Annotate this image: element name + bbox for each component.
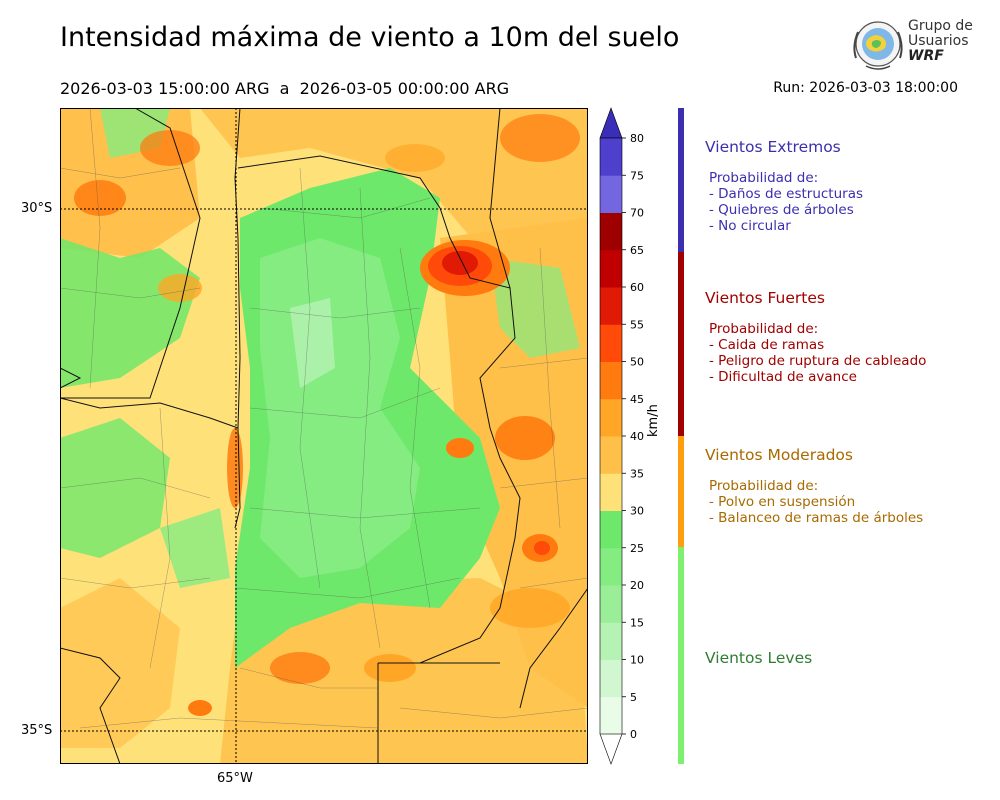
lat-label-35s: 35°S bbox=[21, 723, 53, 738]
category-title: Vientos Fuertes bbox=[705, 289, 825, 307]
run-timestamp: Run: 2026-03-03 18:00:00 bbox=[773, 80, 958, 96]
category-item: - Peligro de ruptura de cableado bbox=[709, 353, 927, 369]
colorbar-tick-label: 70 bbox=[630, 207, 644, 220]
colorbar-tick-label: 35 bbox=[630, 467, 644, 480]
category-moderate: Vientos Moderados Probabilidad de: - Pol… bbox=[705, 446, 995, 526]
category-heading: Probabilidad de: bbox=[709, 321, 819, 337]
colorbar-tick-label: 50 bbox=[630, 356, 644, 369]
colorbar-segment bbox=[600, 398, 622, 437]
category-description: Probabilidad de: - Daños de estructuras … bbox=[705, 170, 995, 234]
category-title: Vientos Leves bbox=[705, 649, 813, 667]
wind-speed-colorbar: 0 5 10 15 20 25 30 35 40 45 50 55 60 65 70 75 80 bbox=[599, 107, 644, 765]
map-title: Intensidad máxima de viento a 10m del su… bbox=[60, 22, 680, 53]
category-bar-moderate bbox=[678, 436, 684, 547]
colorbar-tick-label: 0 bbox=[630, 728, 637, 741]
colorbar-tick-label: 10 bbox=[630, 654, 644, 667]
colorbar-segment bbox=[600, 585, 622, 623]
colorbar-segment bbox=[600, 212, 622, 251]
colorbar-tick-label: 40 bbox=[630, 430, 644, 443]
colorbar-tick-label: 15 bbox=[630, 616, 644, 629]
category-item: - Dificultad de avance bbox=[709, 369, 857, 385]
wind-map bbox=[60, 108, 588, 764]
colorbar-segment bbox=[600, 696, 622, 735]
category-title: Vientos Extremos bbox=[705, 138, 841, 156]
category-heading: Probabilidad de: bbox=[709, 478, 819, 494]
colorbar-segment bbox=[600, 436, 622, 474]
colorbar-segment bbox=[600, 138, 622, 176]
colorbar-segment bbox=[600, 510, 622, 549]
category-bar-strong bbox=[678, 252, 684, 436]
category-item: - Quiebres de árboles bbox=[709, 202, 854, 218]
category-heading: Probabilidad de: bbox=[709, 170, 819, 186]
colorbar-tick-label: 75 bbox=[630, 169, 644, 182]
category-item: - Balanceo de ramas de árboles bbox=[709, 510, 924, 526]
colorbar-tick-label: 80 bbox=[630, 132, 644, 145]
colorbar-tick-label: 25 bbox=[630, 542, 644, 555]
grupo-usuarios-wrf-logo bbox=[853, 21, 903, 70]
category-item: - Polvo en suspensión bbox=[709, 494, 856, 510]
category-item: - Daños de estructuras bbox=[709, 186, 864, 202]
colorbar-tick-label: 65 bbox=[630, 244, 644, 257]
colorbar-segment bbox=[600, 324, 622, 362]
colorbar-segment bbox=[600, 473, 622, 511]
colorbar-segment bbox=[600, 622, 622, 660]
colorbar-tick-label: 30 bbox=[630, 505, 644, 518]
category-item: - No circular bbox=[709, 218, 791, 234]
lat-label-30s: 30°S bbox=[21, 201, 53, 216]
category-bar-extreme bbox=[678, 108, 684, 252]
category-light: Vientos Leves bbox=[705, 649, 995, 667]
category-strong: Vientos Fuertes Probabilidad de: - Caida… bbox=[705, 289, 995, 385]
category-description: Probabilidad de: - Polvo en suspensión -… bbox=[705, 478, 995, 526]
colorbar-segment bbox=[600, 249, 622, 288]
colorbar-tick-label: 20 bbox=[630, 579, 644, 592]
colorbar-extend-top bbox=[599, 107, 623, 139]
colorbar-segment bbox=[600, 175, 622, 213]
logo-text: Grupo de Usuarios WRF bbox=[908, 19, 973, 64]
wind-field bbox=[60, 108, 588, 764]
category-description: Probabilidad de: - Caida de ramas - Peli… bbox=[705, 321, 995, 385]
lon-label-65w: 65°W bbox=[217, 771, 253, 786]
category-bar-light bbox=[678, 547, 684, 764]
category-title: Vientos Moderados bbox=[705, 446, 853, 464]
colorbar-tick-label: 45 bbox=[630, 393, 644, 406]
logo-line-3: WRF bbox=[908, 48, 944, 64]
colorbar-unit-label: km/h bbox=[646, 404, 661, 437]
colorbar-segment bbox=[600, 361, 622, 400]
colorbar-tick-label: 55 bbox=[630, 318, 644, 331]
colorbar-tick-label: 60 bbox=[630, 281, 644, 294]
map-frame bbox=[60, 108, 588, 764]
graticule bbox=[60, 108, 588, 764]
colorbar-extend-bottom bbox=[599, 733, 623, 765]
colorbar-segment bbox=[600, 287, 622, 325]
colorbar-segment bbox=[600, 659, 622, 698]
logo-line-2: Usuarios bbox=[908, 33, 969, 49]
category-item: - Caida de ramas bbox=[709, 337, 825, 353]
colorbar-tick-label: 5 bbox=[630, 691, 637, 704]
logo-line-1: Grupo de bbox=[908, 18, 973, 34]
colorbar-segment bbox=[600, 547, 622, 586]
category-extreme: Vientos Extremos Probabilidad de: - Daño… bbox=[705, 138, 995, 234]
forecast-period: 2026-03-03 15:00:00 ARG a 2026-03-05 00:… bbox=[60, 79, 510, 98]
